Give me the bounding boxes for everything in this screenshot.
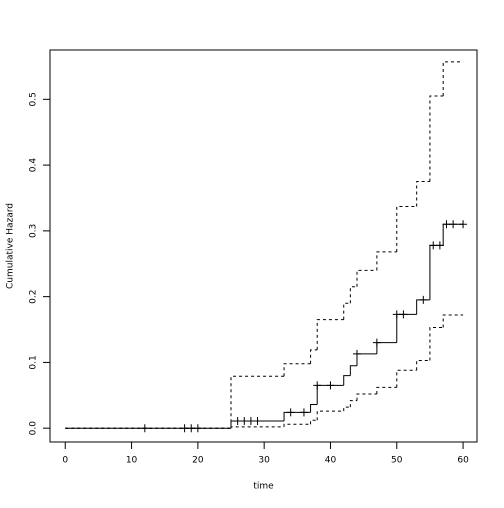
censor-mark xyxy=(193,424,202,433)
censor-mark xyxy=(286,408,295,417)
censor-mark xyxy=(140,424,149,433)
y-tick-label: 0.4 xyxy=(29,158,39,173)
x-tick-label: 20 xyxy=(192,456,204,466)
x-tick-label: 10 xyxy=(126,456,138,466)
x-tick-label: 0 xyxy=(62,456,68,466)
step-segment xyxy=(349,365,357,376)
x-tick-label: 50 xyxy=(391,456,403,466)
step-segment xyxy=(230,426,285,429)
y-tick-label: 0.2 xyxy=(29,289,39,303)
step-segment xyxy=(442,314,464,328)
step-segment xyxy=(310,419,318,425)
x-tick-label: 60 xyxy=(457,456,469,466)
x-tick-label: 40 xyxy=(325,456,337,466)
censor-mark xyxy=(449,220,458,229)
step-segment xyxy=(316,319,344,350)
censor-mark xyxy=(372,338,381,347)
step-segment xyxy=(349,286,357,304)
step-segment xyxy=(429,327,444,361)
step-segment xyxy=(310,404,318,413)
step-segment xyxy=(343,406,351,412)
step-segment xyxy=(376,251,397,271)
censor-mark xyxy=(253,416,262,425)
censor-mark xyxy=(326,381,335,390)
y-tick-label: 0.3 xyxy=(29,224,39,238)
step-segment xyxy=(396,369,417,388)
step-segment xyxy=(316,410,344,421)
y-tick-label: 0.1 xyxy=(29,355,39,369)
y-tick-label: 0.0 xyxy=(29,421,39,436)
x-axis-label: time xyxy=(253,482,274,492)
step-segment xyxy=(416,359,430,371)
step-segment xyxy=(310,349,318,364)
step-segment xyxy=(343,375,351,386)
y-axis-label: Cumulative Hazard xyxy=(6,203,16,289)
y-tick-label: 0.5 xyxy=(29,92,39,106)
step-segment xyxy=(356,393,377,401)
censor-mark xyxy=(459,220,468,229)
step-segment xyxy=(343,302,351,320)
censor-mark xyxy=(399,310,408,319)
censor-mark xyxy=(313,381,322,390)
censor-mark xyxy=(299,408,308,417)
censor-mark xyxy=(352,349,361,358)
step-segment xyxy=(429,95,444,182)
step-segment xyxy=(349,400,357,408)
step-segment xyxy=(376,386,397,394)
censor-mark xyxy=(419,295,428,304)
plot-frame xyxy=(49,49,478,443)
censor-mark xyxy=(435,241,444,250)
step-segment xyxy=(283,423,311,427)
x-tick-label: 30 xyxy=(258,456,270,466)
step-segment xyxy=(283,363,311,377)
step-segment xyxy=(416,181,430,207)
